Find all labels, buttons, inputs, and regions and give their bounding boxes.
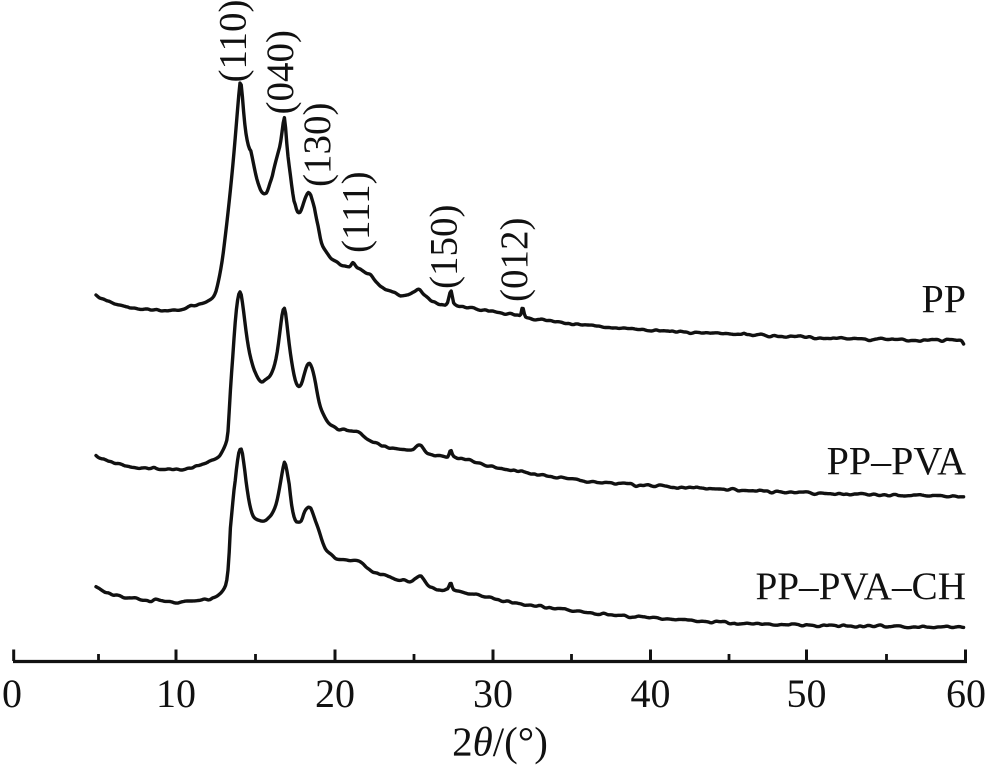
svg-text:2θ/(°): 2θ/(°) xyxy=(452,719,548,765)
svg-text:(012): (012) xyxy=(493,218,536,302)
svg-text:50: 50 xyxy=(787,671,827,716)
svg-text:(150): (150) xyxy=(423,205,466,289)
svg-text:PP–PVA–CH: PP–PVA–CH xyxy=(755,565,966,608)
svg-text:(040): (040) xyxy=(259,30,302,114)
svg-text:PP–PVA: PP–PVA xyxy=(827,439,966,484)
svg-text:PP: PP xyxy=(922,277,967,322)
svg-text:0: 0 xyxy=(2,671,22,716)
svg-text:40: 40 xyxy=(631,671,671,716)
svg-text:(130): (130) xyxy=(296,103,339,187)
svg-text:(111): (111) xyxy=(335,171,378,253)
svg-text:20: 20 xyxy=(315,671,355,716)
svg-text:30: 30 xyxy=(473,671,513,716)
svg-text:60: 60 xyxy=(946,671,986,716)
svg-text:10: 10 xyxy=(156,671,196,716)
svg-text:(110): (110) xyxy=(212,0,255,83)
